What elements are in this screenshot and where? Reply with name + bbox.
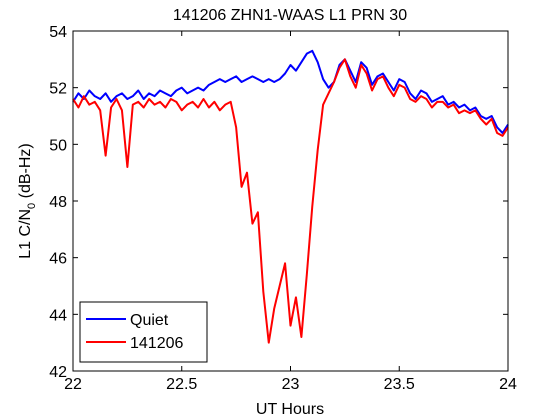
y-tick-label: 44 <box>49 307 67 324</box>
y-tick-label: 48 <box>49 194 67 211</box>
chart-title: 141206 ZHN1-WAAS L1 PRN 30 <box>173 7 407 24</box>
legend-box <box>79 301 208 363</box>
y-tick-label: 50 <box>49 137 67 154</box>
y-axis-label: L1 C/N0 (dB-Hz) <box>17 143 38 258</box>
x-tick-label: 22 <box>64 376 82 393</box>
x-tick-label: 23 <box>282 376 300 393</box>
y-label-rest: (dB-Hz) <box>17 143 34 203</box>
x-tick-label: 23.5 <box>384 376 415 393</box>
x-tick-label: 22.5 <box>166 376 197 393</box>
data-line <box>72 49 509 134</box>
x-axis-label: UT Hours <box>256 401 324 418</box>
y-tick-label: 42 <box>49 364 67 381</box>
legend-label: Quiet <box>130 312 169 329</box>
x-tick-label: 24 <box>499 376 517 393</box>
y-tick-label: 52 <box>49 81 67 98</box>
data-line <box>72 58 509 344</box>
y-label-sub: 0 <box>26 203 38 209</box>
legend-label: 141206 <box>130 335 183 352</box>
y-label-main: L1 C/N <box>17 209 34 259</box>
y-tick-label: 54 <box>49 24 67 41</box>
y-tick-label: 46 <box>49 251 67 268</box>
